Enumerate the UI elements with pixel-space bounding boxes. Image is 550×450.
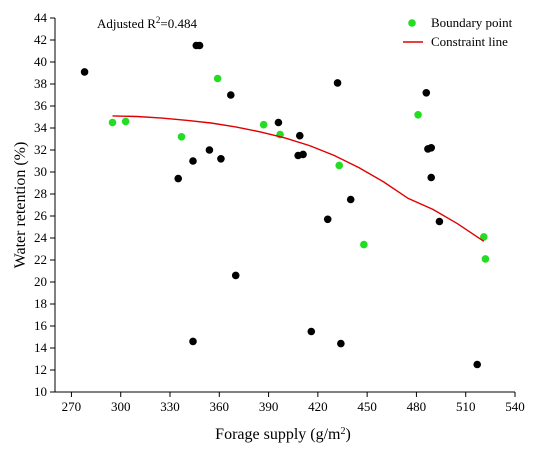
data-point: [205, 146, 214, 154]
x-axis-title: Forage supply (g/m2): [215, 426, 351, 444]
y-tick-label: 16: [34, 318, 48, 333]
x-tick-label: 390: [259, 399, 279, 414]
x-tick-label: 540: [505, 399, 525, 414]
data-point: [337, 339, 345, 348]
y-tick-label: 30: [34, 164, 47, 179]
boundary-point: [335, 161, 344, 170]
y-tick-label: 14: [34, 340, 48, 355]
x-tick-label: 420: [308, 399, 328, 414]
boundary-point: [481, 255, 490, 263]
y-tick-label: 38: [34, 76, 47, 91]
data-point: [323, 215, 332, 224]
boundary-point: [479, 233, 488, 241]
data-point: [427, 173, 436, 182]
data-point: [174, 174, 183, 183]
data-point: [231, 271, 240, 280]
x-tick-label: 330: [160, 399, 180, 414]
legend-boundary-marker: [408, 19, 416, 27]
data-point: [422, 89, 431, 97]
data-point: [307, 327, 316, 336]
y-tick-label: 28: [34, 186, 47, 201]
y-axis-title: Water retention (%): [12, 142, 29, 269]
y-tick-label: 24: [34, 230, 48, 245]
constraint-line: [112, 115, 485, 242]
y-tick-label: 32: [34, 142, 47, 157]
y-tick-label: 42: [34, 32, 47, 47]
y-tick-label: 34: [34, 120, 48, 135]
x-tick-label: 480: [407, 399, 427, 414]
data-point: [80, 68, 89, 76]
boundary-point: [259, 120, 268, 129]
y-tick-label: 12: [34, 362, 47, 377]
y-tick-label: 44: [34, 10, 48, 25]
y-tick-label: 22: [34, 252, 47, 267]
boundary-point: [213, 74, 222, 83]
x-tick-label: 450: [357, 399, 377, 414]
data-point: [195, 41, 204, 50]
y-tick-label: 20: [34, 274, 47, 289]
y-tick-label: 18: [34, 296, 47, 311]
boundary-point: [360, 240, 368, 249]
legend-boundary-label: Boundary point: [431, 15, 513, 30]
data-point: [346, 195, 355, 204]
data-point: [217, 155, 225, 163]
data-point: [435, 217, 444, 226]
data-point: [226, 91, 235, 99]
boundary-point: [177, 133, 186, 141]
y-tick-label: 26: [34, 208, 48, 223]
data-points: [80, 41, 490, 369]
legend-constraint-label: Constraint line: [431, 34, 508, 49]
constraint-line-layer: [112, 115, 485, 242]
data-point: [427, 144, 436, 152]
axes: 270 300 330 360 390 420 450 480 510 540 10 12 14 16 18…: [34, 10, 525, 414]
x-tick-label: 300: [111, 399, 131, 414]
data-point: [295, 131, 304, 140]
adjusted-r2-annotation: Adjusted R2=0.484: [97, 15, 197, 31]
data-point: [274, 118, 283, 127]
data-point: [189, 337, 197, 346]
data-point: [189, 157, 197, 165]
boundary-point: [108, 118, 117, 127]
y-tick-label: 36: [34, 98, 48, 113]
y-tick-label: 40: [34, 54, 47, 69]
boundary-point: [121, 117, 130, 126]
x-tick-label: 270: [62, 399, 82, 414]
y-tick-label: 10: [34, 384, 47, 399]
boundary-point: [414, 111, 422, 119]
x-tick-label: 510: [456, 399, 476, 414]
data-point: [299, 150, 307, 159]
data-point: [473, 360, 482, 369]
x-tick-label: 360: [210, 399, 230, 414]
data-point: [333, 79, 342, 87]
legend: Boundary point Constraint line: [403, 15, 513, 49]
